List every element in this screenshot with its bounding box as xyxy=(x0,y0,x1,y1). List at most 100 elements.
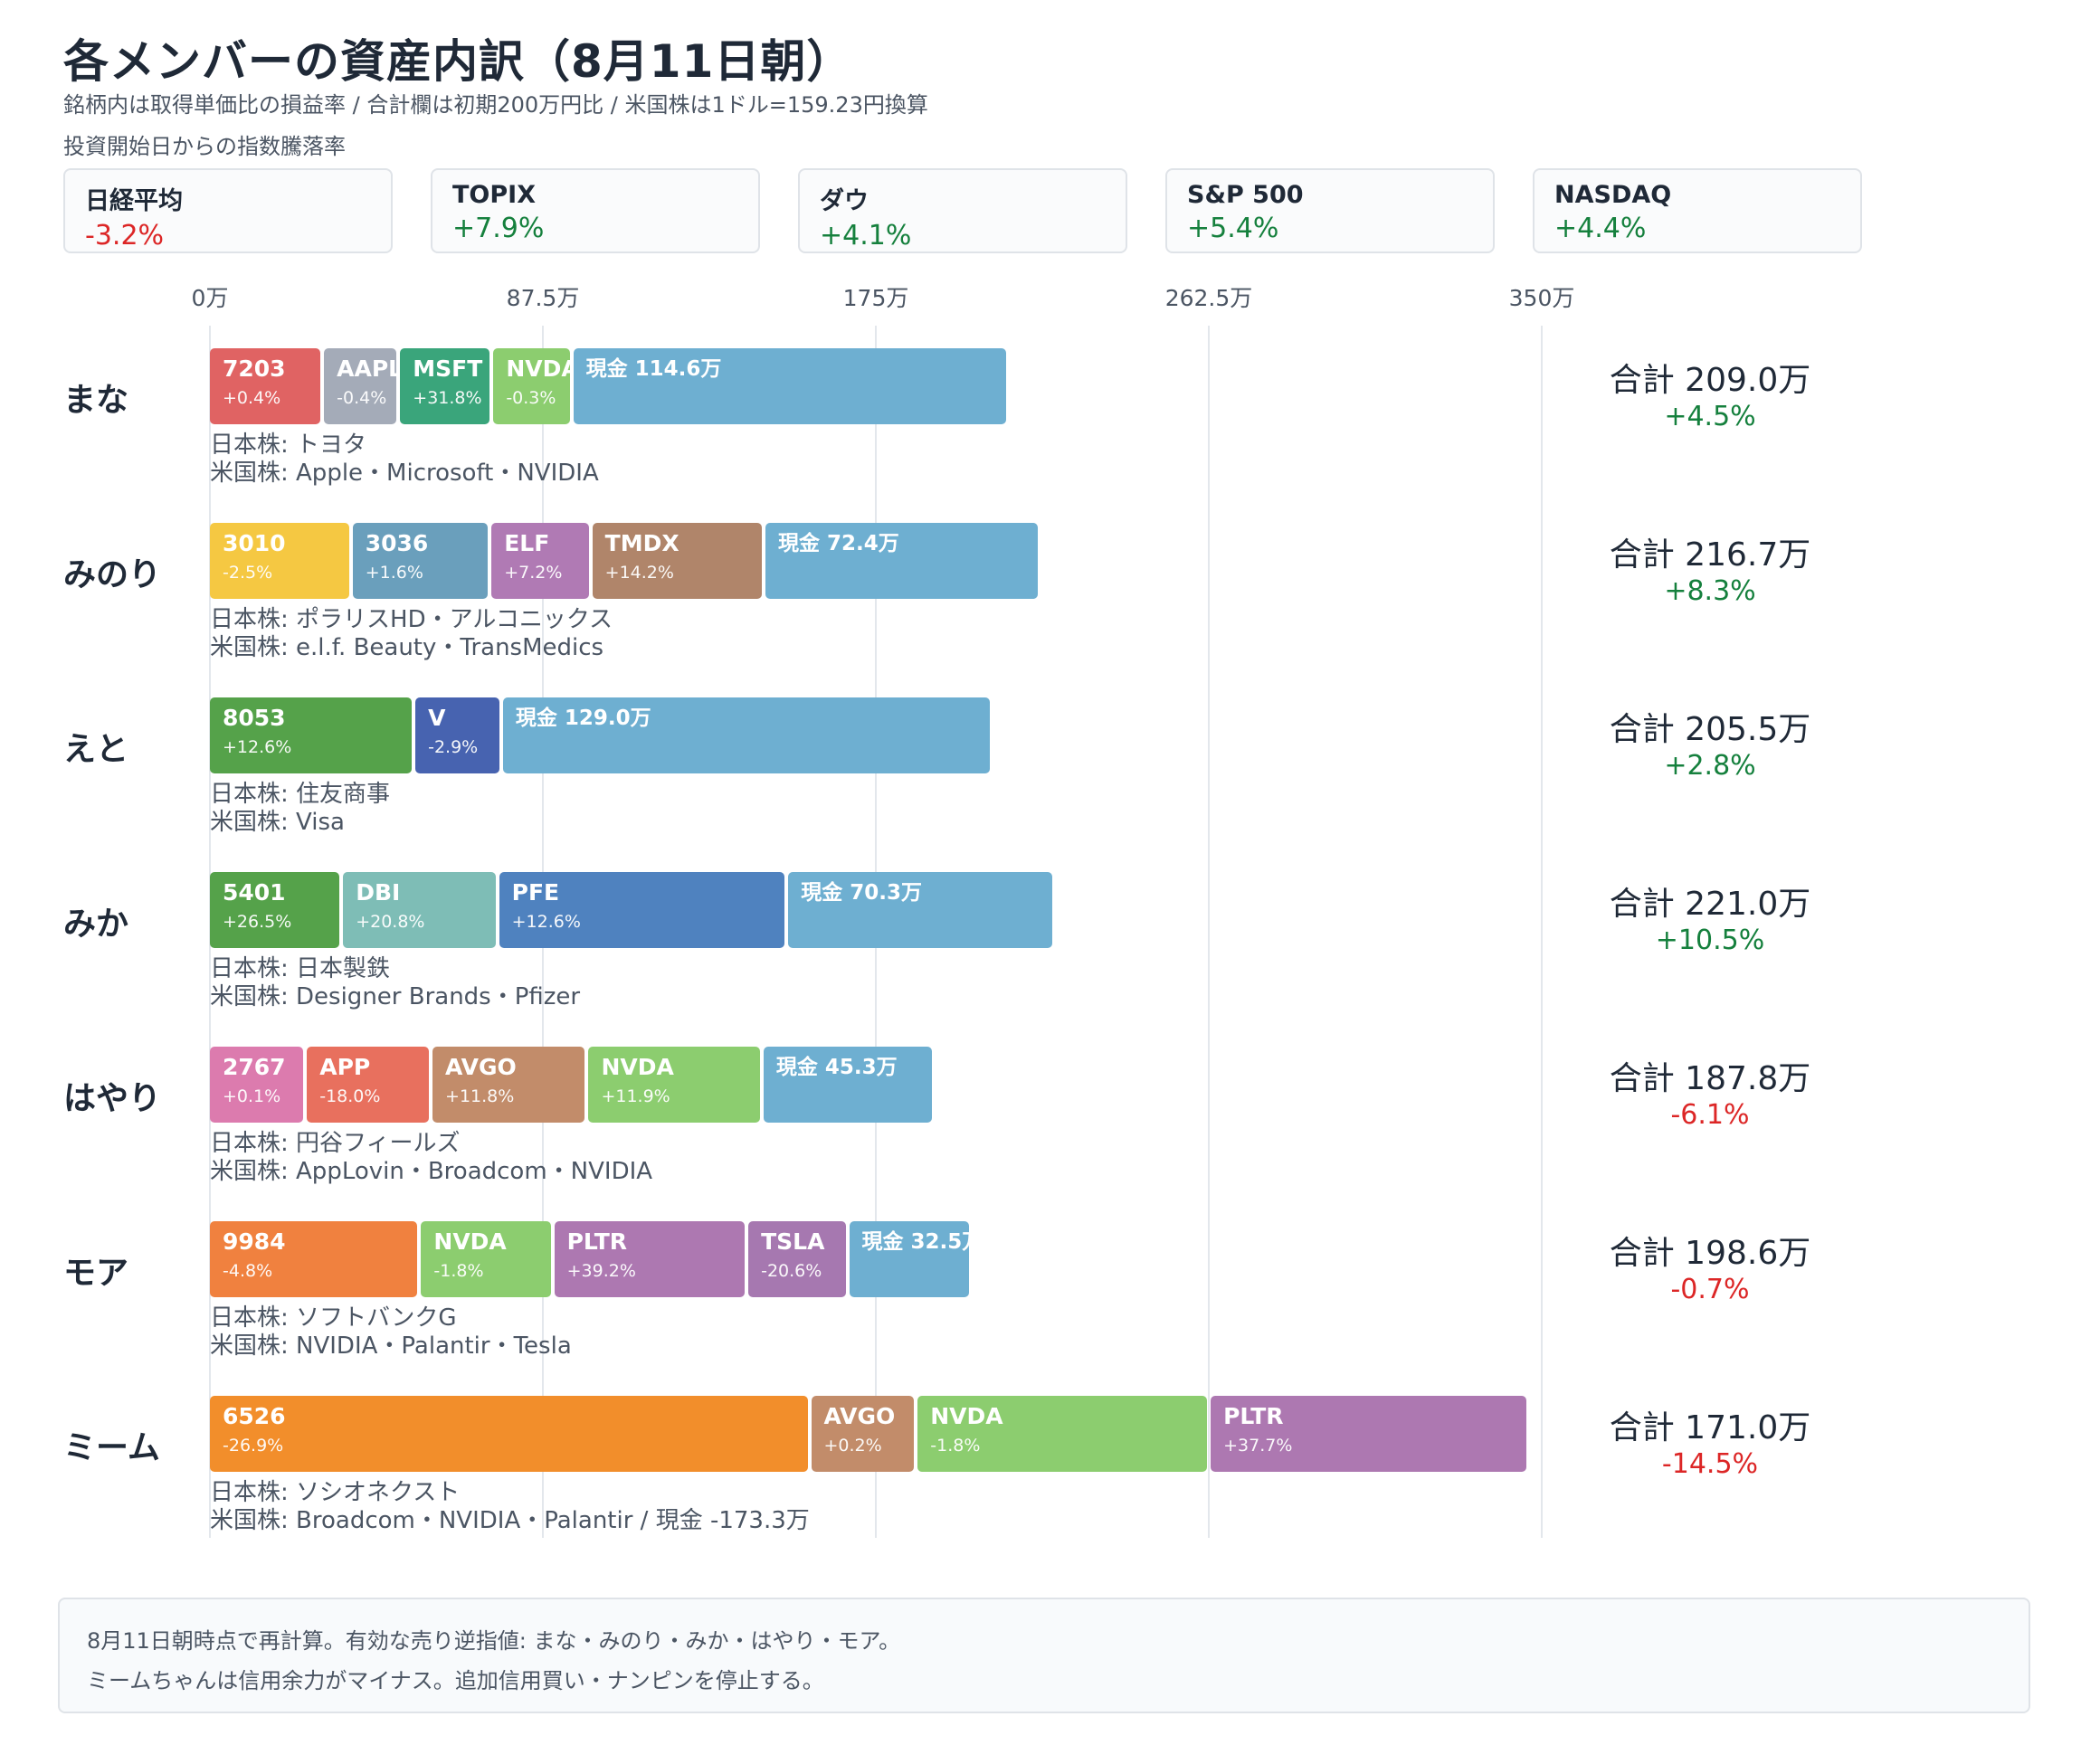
member-row: みか 5401 +26.5% DBI +20.8% PFE +12.6% 現金 70.3万 日本… xyxy=(0,872,2081,1035)
segment-pct-label: -20.6% xyxy=(761,1261,822,1281)
member-name: ミーム xyxy=(63,1429,160,1466)
ticker-label: ELF xyxy=(504,530,550,556)
total-value: 合計 209.0万 xyxy=(1609,362,1811,399)
ticker-label: 8053 xyxy=(223,705,286,731)
holdings-text: 日本株: トヨタ 米国株: Apple・Microsoft・NVIDIA xyxy=(210,432,599,488)
holding-segment: 5401 +26.5% xyxy=(210,872,340,948)
cash-segment: 現金 114.6万 xyxy=(573,348,1006,424)
stacked-bar: 3010 -2.5% 3036 +1.6% ELF +7.2% TMDX +14.2% 現金 7… xyxy=(210,523,1567,599)
holdings-jp: 日本株: トヨタ xyxy=(210,432,367,459)
holding-segment: 8053 +12.6% xyxy=(210,697,413,773)
segment-pct-label: -18.0% xyxy=(319,1086,381,1106)
index-name: 日経平均 xyxy=(85,187,183,215)
stacked-bar: 8053 +12.6% V -2.9% 現金 129.0万 xyxy=(210,697,1567,773)
holdings-jp: 日本株: ソフトバンクG xyxy=(210,1304,457,1332)
cash-segment: 現金 45.3万 xyxy=(763,1047,933,1123)
member-name: モア xyxy=(63,1255,129,1292)
ticker-label: 6526 xyxy=(223,1403,286,1429)
index-value: +5.4% xyxy=(1187,213,1279,244)
holding-segment: DBI +20.8% xyxy=(343,872,496,948)
total-pct: -0.7% xyxy=(1670,1274,1750,1305)
holding-segment: TMDX +14.2% xyxy=(592,523,763,599)
holding-segment: 3036 +1.6% xyxy=(352,523,489,599)
ticker-label: NVDA xyxy=(506,356,569,382)
ticker-label: 7203 xyxy=(223,356,286,382)
member-name: はやり xyxy=(63,1080,162,1117)
holding-segment: PLTR +37.7% xyxy=(1211,1396,1527,1472)
index-card: NASDAQ +4.4% xyxy=(1533,168,1862,253)
segment-pct-label: +37.7% xyxy=(1223,1436,1293,1456)
segment-pct-label: +39.2% xyxy=(566,1261,636,1281)
holding-segment: MSFT +31.8% xyxy=(400,348,490,424)
total-box: 合計 209.0万 +4.5% xyxy=(1592,354,1828,432)
gridline xyxy=(1208,326,1210,1538)
total-pct: +10.5% xyxy=(1655,925,1765,956)
index-cards: 日経平均 -3.2% TOPIX +7.9% ダウ +4.1% S&P 500 +5.4% NA… xyxy=(63,168,1873,253)
holding-segment: PLTR +39.2% xyxy=(554,1221,746,1297)
stacked-bar: 7203 +0.4% AAPL -0.4% MSFT +31.8% NVDA -0.3% 現金 … xyxy=(210,348,1567,424)
holdings-text: 日本株: 円谷フィールズ 米国株: AppLovin・Broadcom・NVIDI… xyxy=(210,1130,652,1186)
holdings-jp: 日本株: 円谷フィールズ xyxy=(210,1130,461,1157)
index-card: 日経平均 -3.2% xyxy=(63,168,393,253)
total-value: 合計 187.8万 xyxy=(1609,1060,1811,1097)
holdings-text: 日本株: ポラリスHD・アルコニックス 米国株: e.l.f. Beauty・Tr… xyxy=(210,606,613,662)
segment-pct-label: +1.6% xyxy=(365,563,423,583)
member-name: えと xyxy=(63,731,129,768)
ticker-label: NVDA xyxy=(601,1054,674,1080)
total-pct: -14.5% xyxy=(1661,1448,1759,1480)
index-value: -3.2% xyxy=(85,220,165,251)
ticker-label: 3010 xyxy=(223,530,286,556)
stacked-bar: 9984 -4.8% NVDA -1.8% PLTR +39.2% TSLA -20.6% 現金… xyxy=(210,1221,1567,1297)
holdings-text: 日本株: ソフトバンクG 米国株: NVIDIA・Palantir・Tesla xyxy=(210,1304,572,1361)
cash-label: 現金 129.0万 xyxy=(515,707,651,730)
ticker-label: 2767 xyxy=(223,1054,286,1080)
holdings-us: 米国株: Visa xyxy=(210,809,345,836)
index-name: NASDAQ xyxy=(1554,181,1672,209)
index-card: TOPIX +7.9% xyxy=(431,168,760,253)
segment-pct-label: +0.1% xyxy=(223,1086,281,1106)
x-axis-tick-label: 0万 xyxy=(191,285,229,311)
total-box: 合計 187.8万 -6.1% xyxy=(1592,1052,1828,1131)
ticker-label: V xyxy=(428,705,446,731)
total-pct: -6.1% xyxy=(1670,1099,1750,1131)
total-value: 合計 216.7万 xyxy=(1609,536,1811,574)
total-box: 合計 221.0万 +10.5% xyxy=(1592,877,1828,956)
ticker-label: PLTR xyxy=(1223,1403,1284,1429)
member-row: みのり 3010 -2.5% 3036 +1.6% ELF +7.2% TMDX +14.2% 現… xyxy=(0,523,2081,686)
x-axis-tick-label: 262.5万 xyxy=(1164,285,1253,311)
segment-pct-label: +12.6% xyxy=(511,912,581,932)
x-axis-tick-label: 175万 xyxy=(842,285,909,311)
total-box: 合計 216.7万 +8.3% xyxy=(1592,528,1828,607)
holding-segment: 3010 -2.5% xyxy=(210,523,349,599)
holdings-text: 日本株: 住友商事 米国株: Visa xyxy=(210,781,390,837)
cash-segment: 現金 32.5万 xyxy=(849,1221,970,1297)
holding-segment: NVDA +11.9% xyxy=(588,1047,760,1123)
member-row: ミーム 6526 -26.9% AVGO +0.2% NVDA -1.8% PLTR +37.7… xyxy=(0,1396,2081,1559)
segment-pct-label: +20.8% xyxy=(356,912,425,932)
segment-pct-label: -2.9% xyxy=(428,737,479,757)
cash-label: 現金 72.4万 xyxy=(778,532,899,555)
holdings-text: 日本株: ソシオネクスト 米国株: Broadcom・NVIDIA・Palanti… xyxy=(210,1479,810,1535)
holding-segment: AAPL -0.4% xyxy=(324,348,397,424)
ticker-label: AAPL xyxy=(337,356,397,382)
holding-segment: 6526 -26.9% xyxy=(210,1396,808,1472)
page-subtitle: 銘柄内は取得単価比の損益率 / 合計欄は初期200万円比 / 米国株は1ドル=1… xyxy=(63,92,928,118)
ticker-label: PFE xyxy=(511,879,560,906)
x-axis-tick-label: 87.5万 xyxy=(506,285,580,311)
total-box: 合計 205.5万 +2.8% xyxy=(1592,703,1828,782)
ticker-label: 5401 xyxy=(223,879,286,906)
total-pct: +2.8% xyxy=(1664,750,1756,782)
ticker-label: AVGO xyxy=(445,1054,517,1080)
holding-segment: AVGO +11.8% xyxy=(432,1047,585,1123)
total-box: 合計 198.6万 -0.7% xyxy=(1592,1227,1828,1305)
member-row: まな 7203 +0.4% AAPL -0.4% MSFT +31.8% NVDA -0.3% 現… xyxy=(0,348,2081,511)
index-value: +4.1% xyxy=(820,220,912,251)
holding-segment: 2767 +0.1% xyxy=(210,1047,304,1123)
member-row: モア 9984 -4.8% NVDA -1.8% PLTR +39.2% TSLA -20.6%… xyxy=(0,1221,2081,1384)
x-axis-tick-label: 350万 xyxy=(1508,285,1575,311)
holding-segment: ELF +7.2% xyxy=(491,523,589,599)
segment-pct-label: +0.2% xyxy=(823,1436,882,1456)
holdings-us: 米国株: Broadcom・NVIDIA・Palantir / 現金 -173.… xyxy=(210,1507,810,1534)
note-line: 8月11日朝時点で再計算。有効な売り逆指値: まな・みのり・みか・はやり・モア。 xyxy=(87,1628,901,1654)
cash-segment: 現金 129.0万 xyxy=(502,697,991,773)
